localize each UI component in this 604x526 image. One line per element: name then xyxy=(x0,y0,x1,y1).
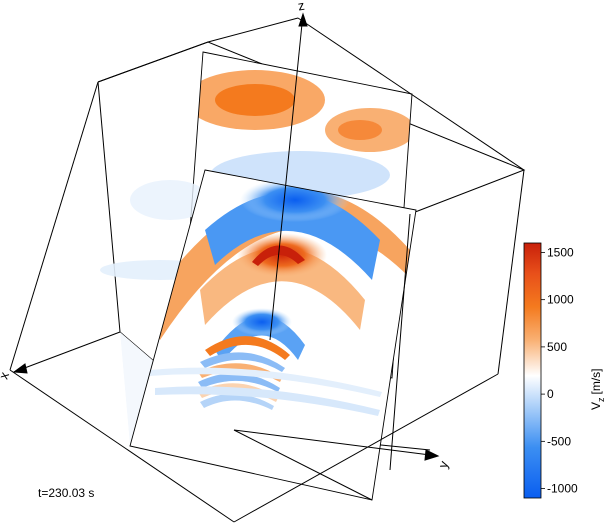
colorbar-ticks: 1500 1000 500 0 -500 -1000 xyxy=(541,245,578,496)
time-label: t=230.03 s xyxy=(38,486,95,500)
colorbar-label: Vz [m/s] xyxy=(589,368,604,410)
colorbar-tick-label: -500 xyxy=(547,434,571,448)
colorbar-label-main: V xyxy=(589,402,603,410)
x-axis-label: x xyxy=(0,369,12,381)
bounding-box-front xyxy=(9,17,525,523)
z-axis xyxy=(269,12,308,341)
y-axis-label: y xyxy=(435,458,451,470)
colorbar-gradient xyxy=(523,242,542,499)
z-axis-label: z xyxy=(297,0,306,14)
colorbar-tick-label: 0 xyxy=(547,387,554,401)
colorbar: 1500 1000 500 0 -500 -1000 Vz [m/s] xyxy=(523,242,604,499)
x-axis xyxy=(12,331,121,374)
front-slice xyxy=(130,170,416,500)
colorbar-label-unit: [m/s] xyxy=(589,368,603,394)
colorbar-tick-label: 1000 xyxy=(547,293,574,307)
y-axis xyxy=(233,429,440,461)
colorbar-label-sub: z xyxy=(596,397,604,402)
colorbar-tick-label: 1500 xyxy=(547,245,574,259)
colorbar-tick-label: -1000 xyxy=(547,482,578,496)
colorbar-tick-label: 500 xyxy=(547,340,567,354)
